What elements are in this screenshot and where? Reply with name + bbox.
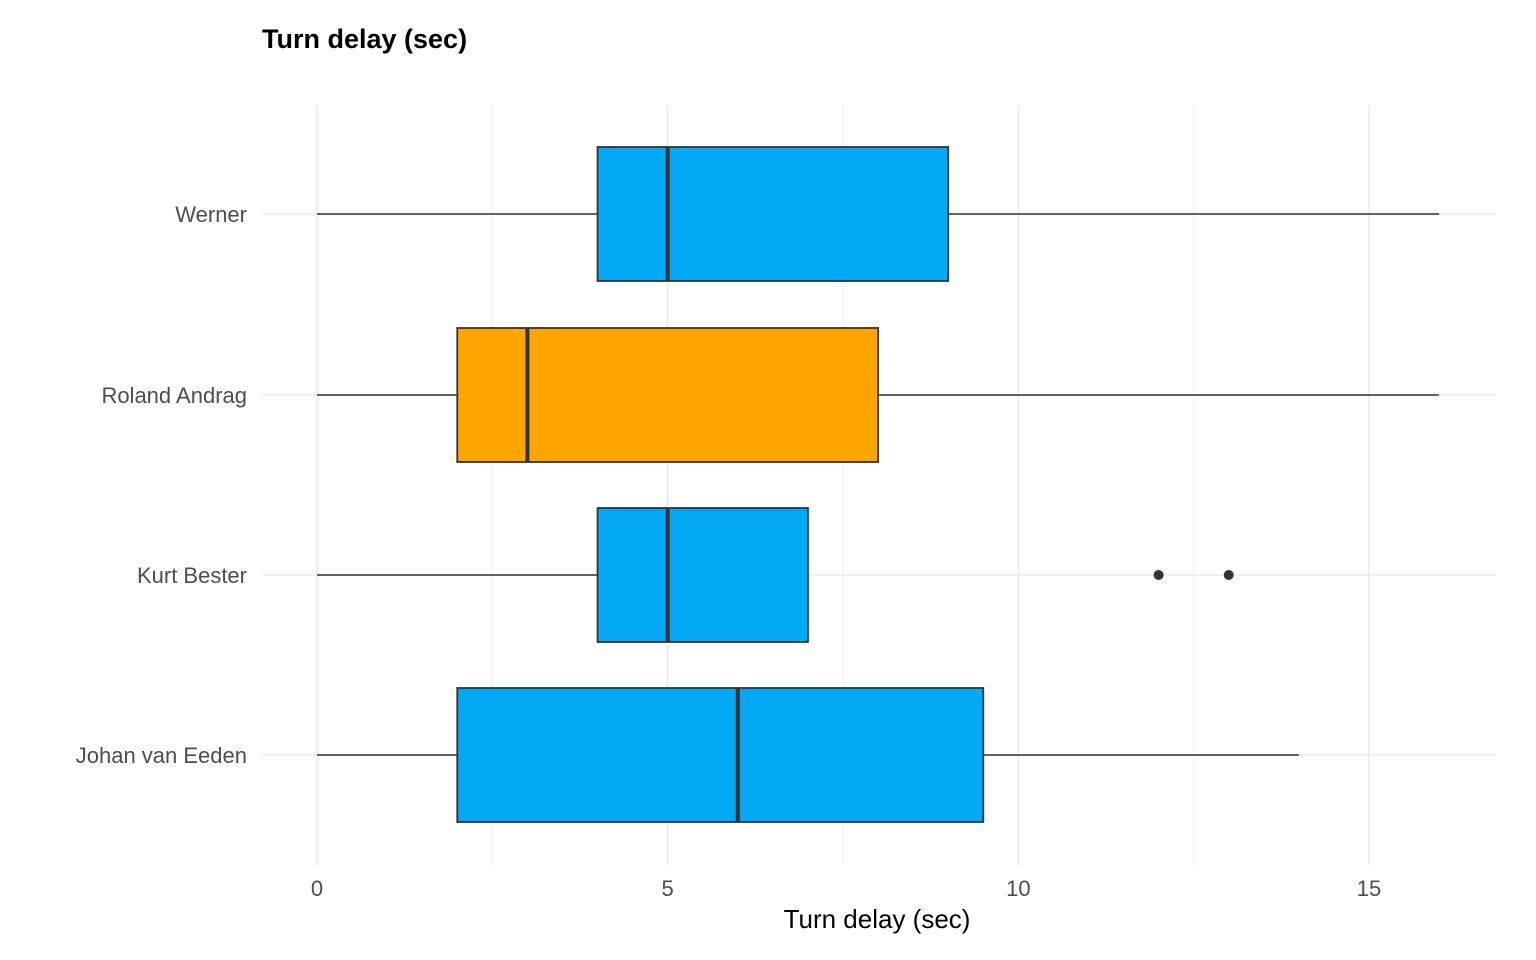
y-tick-labels: Werner Roland Andrag Kurt Bester Johan van … [76, 202, 247, 768]
box-group [317, 507, 1234, 643]
x-axis-label: Turn delay (sec) [784, 904, 971, 934]
x-tick-label: 15 [1357, 876, 1381, 901]
x-tick-label: 5 [662, 876, 674, 901]
y-tick-label: Roland Andrag [101, 383, 247, 408]
x-tick-label: 0 [311, 876, 323, 901]
y-tick-label: Johan van Eeden [76, 743, 247, 768]
boxes [317, 146, 1440, 823]
y-tick-label: Kurt Bester [137, 563, 247, 588]
y-tick-label: Werner [175, 202, 247, 227]
box [596, 507, 809, 643]
box-group [317, 146, 1440, 282]
box [596, 146, 950, 282]
box [456, 687, 985, 823]
box-group [317, 327, 1440, 463]
box [456, 327, 879, 463]
x-tick-label: 10 [1006, 876, 1030, 901]
x-tick-labels: 0 5 10 15 [311, 876, 1381, 901]
box-group [317, 687, 1299, 823]
outlier-point [1153, 570, 1164, 580]
outlier-point [1223, 570, 1234, 580]
chart-title: Turn delay (sec) [262, 24, 467, 54]
